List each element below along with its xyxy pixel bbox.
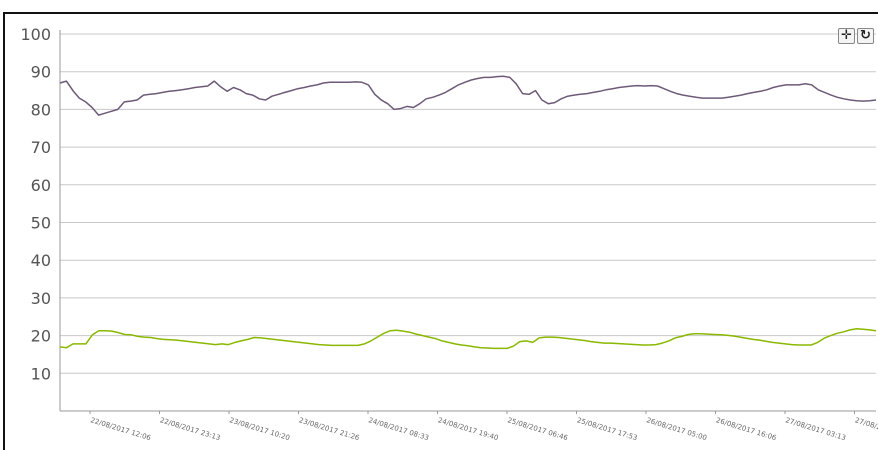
y-tick-label: 50 — [31, 214, 51, 233]
series-line-2 — [59, 328, 877, 350]
x-tick-label: 22/08/2017 12:06 — [89, 416, 152, 442]
x-tick-label: 26/08/2017 05:00 — [645, 416, 707, 442]
y-tick-label: 70 — [31, 138, 51, 157]
y-tick-label: 30 — [31, 289, 51, 308]
x-tick-label: 25/08/2017 17:53 — [576, 416, 638, 442]
x-tick-label: 24/08/2017 08:33 — [367, 416, 429, 442]
panel-border-top — [3, 12, 878, 14]
series-line-1 — [59, 75, 877, 116]
y-tick-label: 100 — [20, 25, 51, 44]
y-tick-label: 10 — [31, 364, 51, 383]
panel-border-left — [3, 12, 5, 450]
pan-button[interactable]: ✛ — [838, 28, 855, 44]
y-tick-label: 80 — [31, 100, 51, 119]
x-tick-label: 23/08/2017 10:20 — [228, 416, 290, 442]
y-tick-label: 90 — [31, 63, 51, 82]
refresh-icon: ↻ — [860, 28, 871, 43]
x-tick-label: 22/08/2017 23:13 — [159, 416, 221, 442]
y-tick-label: 20 — [31, 327, 51, 346]
reset-zoom-button[interactable]: ↻ — [857, 28, 874, 44]
move-icon: ✛ — [841, 28, 852, 43]
y-tick-label: 40 — [31, 251, 51, 270]
x-tick-label: 26/08/2017 16:06 — [715, 416, 778, 442]
x-tick-label: 24/08/2017 19:40 — [437, 416, 499, 442]
y-tick-label: 60 — [31, 176, 51, 195]
x-tick-label: 23/08/2017 21:26 — [298, 416, 361, 442]
x-tick-label: 27/08/2017 03:13 — [784, 416, 846, 442]
x-tick-label: 25/08/2017 06:46 — [506, 416, 569, 442]
x-tick-label: 27/08/20 — [854, 416, 878, 433]
